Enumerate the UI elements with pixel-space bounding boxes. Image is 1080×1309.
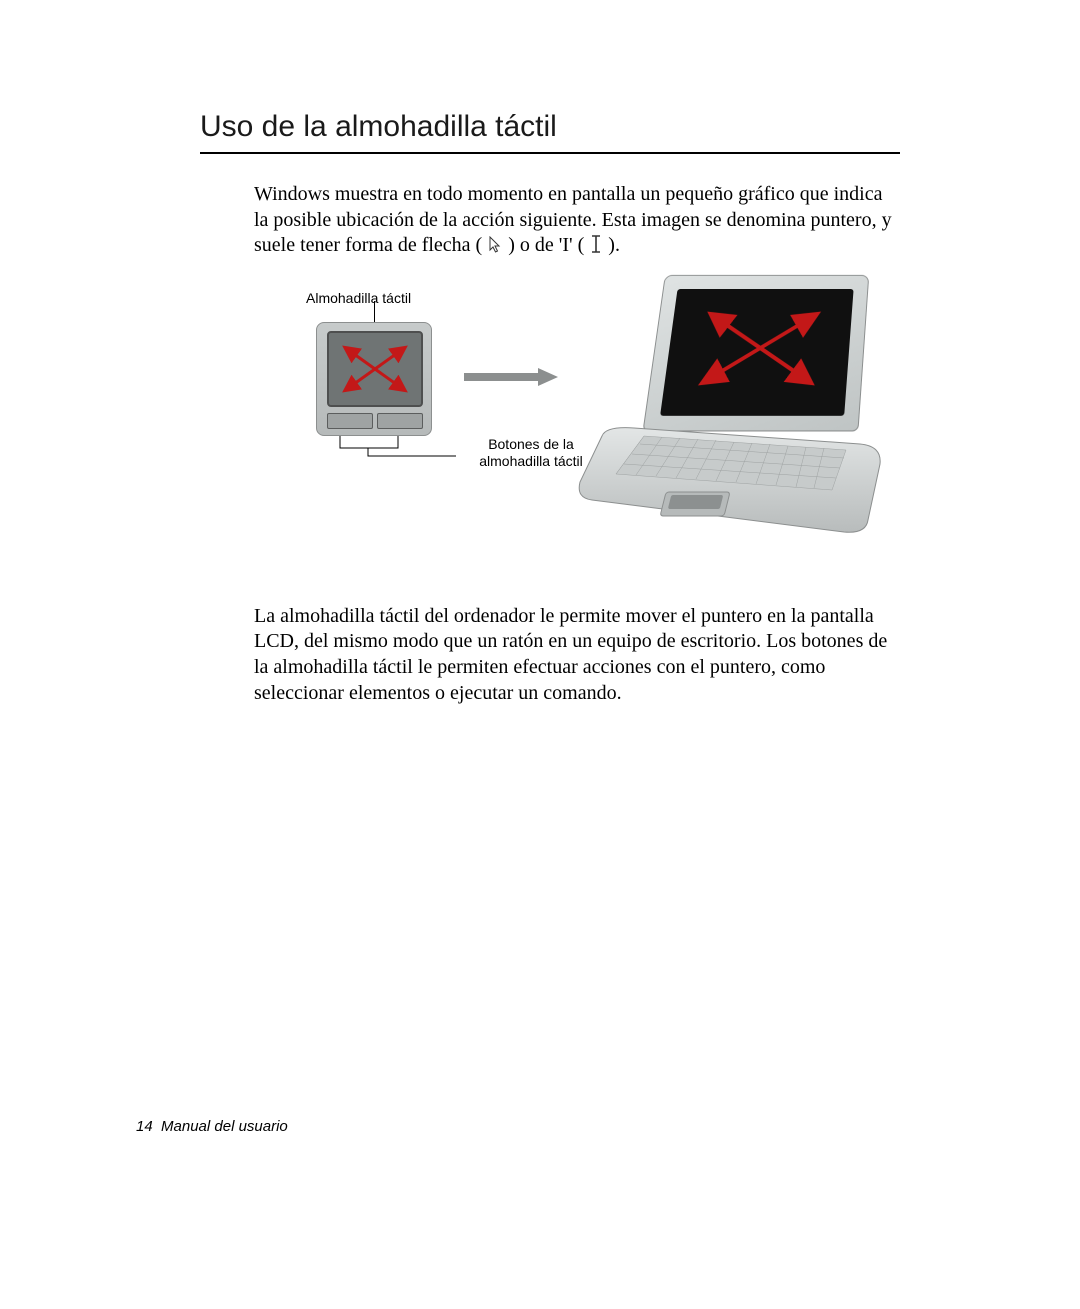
page-heading: Uso de la almohadilla táctil [200,110,900,144]
laptop-base [574,420,884,538]
body-paragraph: La almohadilla táctil del ordenador le p… [254,604,900,706]
touchpad-figure: Almohadilla táctil [254,290,900,580]
touchpad-illustration [316,322,432,436]
ibeam-cursor-icon [590,234,602,262]
touchpad-buttons-illustration [327,413,423,429]
transition-arrow-icon [464,368,558,386]
arrow-cursor-icon [488,236,502,262]
lead-line-touchpad [374,301,375,323]
touchpad-label: Almohadilla táctil [306,290,411,306]
laptop-illustration [574,272,884,552]
touchpad-button-left [327,413,373,429]
intro-text-b: ) o de 'I' ( [508,234,584,256]
touchpad-buttons-label-line1: Botones de la [488,436,574,452]
laptop-screen-inner [660,289,854,416]
touchpad-button-right [377,413,423,429]
intro-text-c: ). [608,234,620,256]
touchpad-buttons-label-line2: almohadilla táctil [479,453,583,469]
page-footer: 14 Manual del usuario [136,1118,288,1135]
laptop-red-arrows-icon [690,306,829,391]
heading-rule [200,152,900,154]
touchpad-red-arrows-icon [339,341,411,397]
footer-text: Manual del usuario [161,1118,288,1135]
footer-page-number: 14 [136,1118,153,1135]
intro-paragraph: Windows muestra en todo momento en panta… [254,182,900,262]
laptop-screen [642,275,869,432]
